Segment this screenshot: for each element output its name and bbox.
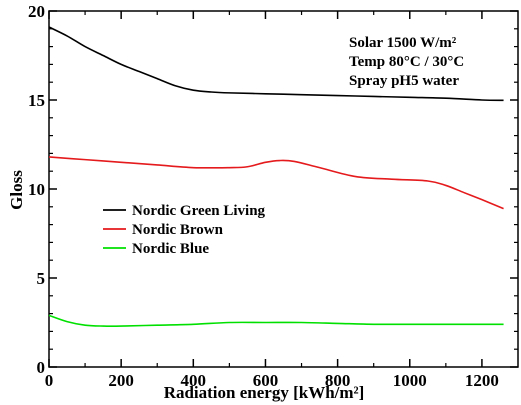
x-tick-label: 1200: [465, 371, 499, 390]
legend: Nordic Green Living Nordic Brown Nordic Bl…: [103, 203, 266, 257]
y-axis-label: Gloss: [7, 170, 26, 210]
x-tick-label: 0: [45, 371, 54, 390]
y-tick-label: 15: [28, 91, 45, 110]
x-axis-label: Radiation energy [kWh/m²]: [164, 383, 365, 402]
series-line-nordic-blue: [48, 314, 504, 327]
annotation-temperature: Temp 80°C / 30°C: [349, 54, 464, 70]
x-tick-label: 1000: [393, 371, 427, 390]
annotation-spray: Spray pH5 water: [349, 73, 459, 89]
series-line-nordic-brown: [48, 156, 504, 210]
x-tick-label: 200: [108, 371, 134, 390]
y-tick-label: 10: [28, 180, 45, 199]
annotation-block: Solar 1500 W/m² Temp 80°C / 30°C Spray p…: [349, 35, 464, 89]
x-tick-label: 800: [325, 371, 351, 390]
y-tick-label: 0: [37, 358, 46, 377]
x-tick-label: 600: [253, 371, 279, 390]
legend-label-nordic-green-living: Nordic Green Living: [132, 203, 266, 219]
series-line-nordic-green-living: [48, 26, 504, 102]
x-tick-label: 400: [181, 371, 207, 390]
annotation-solar: Solar 1500 W/m²: [349, 35, 457, 51]
legend-label-nordic-blue: Nordic Blue: [132, 241, 209, 257]
legend-label-nordic-brown: Nordic Brown: [132, 222, 224, 238]
y-tick-label: 20: [28, 2, 45, 21]
y-tick-label: 5: [37, 269, 46, 288]
